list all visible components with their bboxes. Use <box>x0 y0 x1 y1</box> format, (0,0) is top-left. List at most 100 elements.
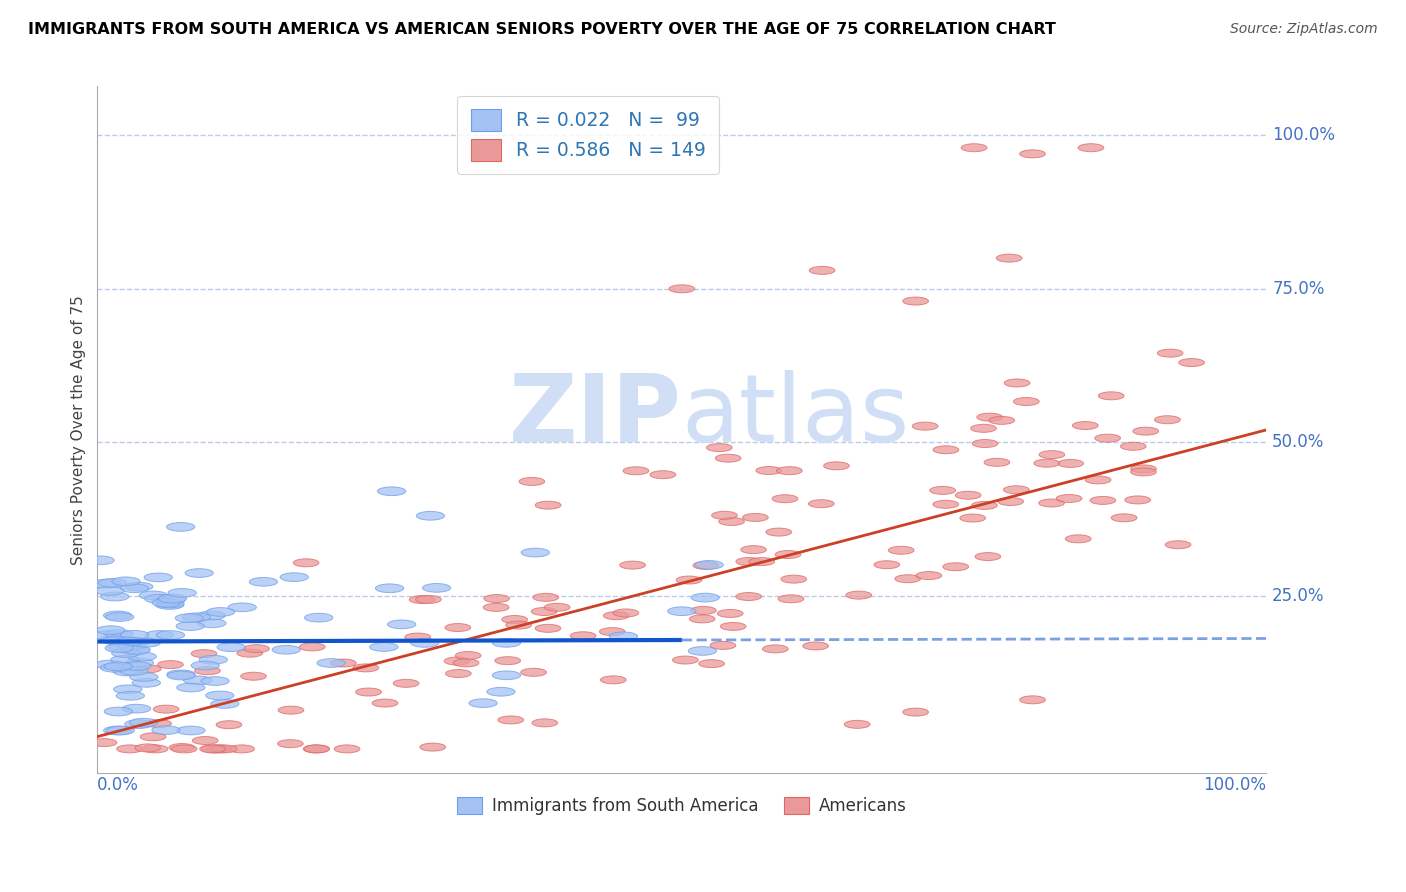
Ellipse shape <box>484 595 509 602</box>
Ellipse shape <box>194 666 221 674</box>
Ellipse shape <box>280 573 308 582</box>
Ellipse shape <box>970 425 997 433</box>
Ellipse shape <box>100 635 128 643</box>
Ellipse shape <box>156 599 184 607</box>
Ellipse shape <box>502 615 527 624</box>
Text: atlas: atlas <box>682 370 910 462</box>
Ellipse shape <box>650 471 676 479</box>
Text: 0.0%: 0.0% <box>97 777 139 795</box>
Ellipse shape <box>772 495 797 503</box>
Ellipse shape <box>104 707 132 716</box>
Ellipse shape <box>962 144 987 152</box>
Ellipse shape <box>125 582 153 591</box>
Ellipse shape <box>86 556 114 565</box>
Ellipse shape <box>394 680 419 688</box>
Ellipse shape <box>416 511 444 520</box>
Ellipse shape <box>117 691 145 700</box>
Ellipse shape <box>409 596 434 604</box>
Ellipse shape <box>810 267 835 275</box>
Ellipse shape <box>693 561 718 569</box>
Ellipse shape <box>304 745 329 753</box>
Ellipse shape <box>152 726 180 734</box>
Ellipse shape <box>977 413 1002 421</box>
Ellipse shape <box>118 641 146 650</box>
Ellipse shape <box>193 737 218 745</box>
Ellipse shape <box>717 609 742 617</box>
Ellipse shape <box>152 599 180 607</box>
Ellipse shape <box>228 603 256 612</box>
Ellipse shape <box>129 718 157 727</box>
Ellipse shape <box>176 622 204 631</box>
Ellipse shape <box>405 633 430 641</box>
Ellipse shape <box>934 500 959 508</box>
Ellipse shape <box>156 631 184 640</box>
Ellipse shape <box>915 572 942 580</box>
Ellipse shape <box>803 642 828 650</box>
Ellipse shape <box>121 584 149 592</box>
Ellipse shape <box>132 679 160 687</box>
Ellipse shape <box>846 591 872 599</box>
Ellipse shape <box>536 624 561 632</box>
Ellipse shape <box>121 631 149 640</box>
Ellipse shape <box>201 745 228 753</box>
Ellipse shape <box>1130 465 1156 473</box>
Ellipse shape <box>676 576 702 584</box>
Text: 75.0%: 75.0% <box>1272 280 1324 298</box>
Ellipse shape <box>112 667 142 676</box>
Ellipse shape <box>620 561 645 569</box>
Ellipse shape <box>388 620 416 629</box>
Ellipse shape <box>742 514 768 522</box>
Ellipse shape <box>316 658 346 667</box>
Ellipse shape <box>91 739 117 747</box>
Ellipse shape <box>422 583 451 592</box>
Ellipse shape <box>845 721 870 729</box>
Ellipse shape <box>1073 422 1098 430</box>
Text: 25.0%: 25.0% <box>1272 587 1324 605</box>
Ellipse shape <box>273 646 301 654</box>
Ellipse shape <box>115 637 143 646</box>
Ellipse shape <box>141 733 166 740</box>
Ellipse shape <box>1019 150 1046 158</box>
Text: Source: ZipAtlas.com: Source: ZipAtlas.com <box>1230 22 1378 37</box>
Ellipse shape <box>211 699 239 708</box>
Ellipse shape <box>117 745 142 753</box>
Ellipse shape <box>689 615 716 623</box>
Ellipse shape <box>101 592 129 601</box>
Ellipse shape <box>533 593 558 601</box>
Ellipse shape <box>1004 379 1031 387</box>
Ellipse shape <box>1098 392 1123 400</box>
Ellipse shape <box>294 558 319 566</box>
Ellipse shape <box>912 422 938 430</box>
Ellipse shape <box>120 666 148 675</box>
Ellipse shape <box>1056 494 1081 502</box>
Ellipse shape <box>775 550 801 558</box>
Ellipse shape <box>889 546 914 554</box>
Ellipse shape <box>373 699 398 707</box>
Ellipse shape <box>167 670 195 679</box>
Ellipse shape <box>146 720 172 728</box>
Ellipse shape <box>153 706 179 713</box>
Ellipse shape <box>988 417 1015 425</box>
Ellipse shape <box>484 603 509 611</box>
Ellipse shape <box>1085 476 1111 483</box>
Ellipse shape <box>411 639 439 648</box>
Ellipse shape <box>692 593 720 602</box>
Ellipse shape <box>277 739 304 747</box>
Ellipse shape <box>145 594 173 603</box>
Ellipse shape <box>159 594 187 603</box>
Ellipse shape <box>169 744 194 752</box>
Ellipse shape <box>104 662 132 671</box>
Ellipse shape <box>960 514 986 522</box>
Ellipse shape <box>166 523 195 532</box>
Ellipse shape <box>544 603 569 611</box>
Ellipse shape <box>207 607 235 616</box>
Ellipse shape <box>184 676 212 685</box>
Ellipse shape <box>974 552 1001 560</box>
Ellipse shape <box>695 560 723 569</box>
Ellipse shape <box>690 607 716 615</box>
Ellipse shape <box>122 705 150 713</box>
Ellipse shape <box>217 721 242 729</box>
Ellipse shape <box>1078 144 1104 152</box>
Ellipse shape <box>243 645 270 653</box>
Text: 100.0%: 100.0% <box>1204 777 1267 795</box>
